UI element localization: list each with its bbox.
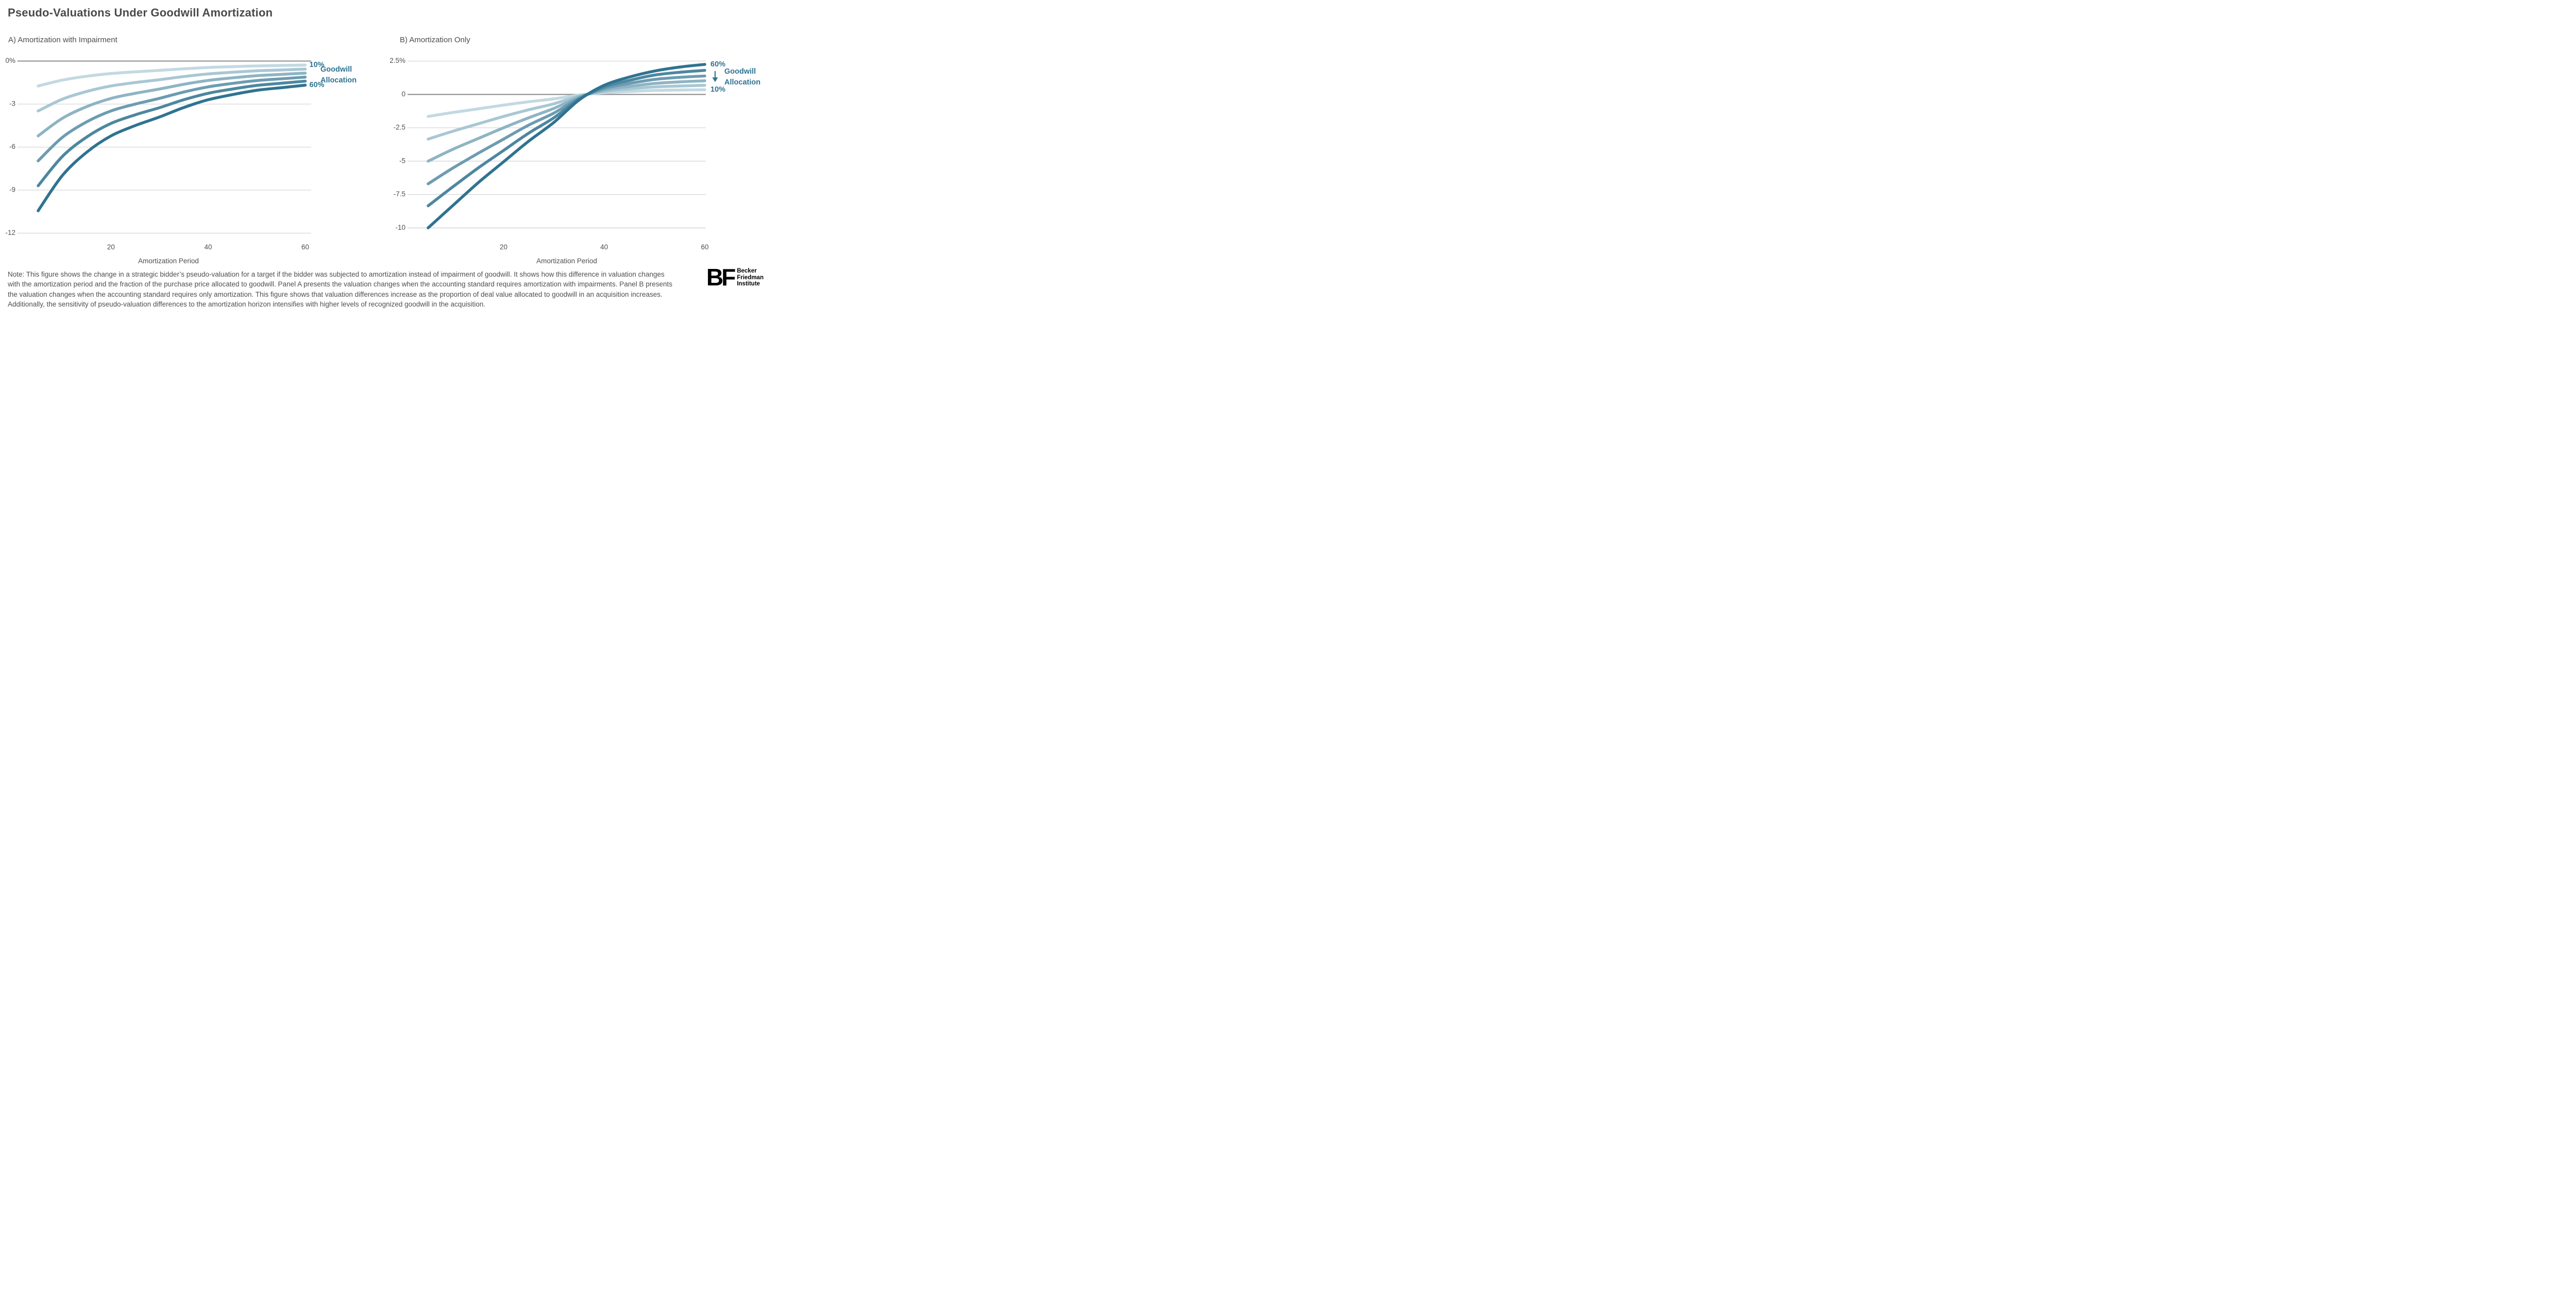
figure-title: Pseudo-Valuations Under Goodwill Amortiz… — [8, 6, 273, 19]
bfi-logo-name: Becker Friedman Institute — [737, 268, 764, 287]
x-tick-label-panel-a: 40 — [204, 243, 212, 251]
x-tick-label-panel-a: 60 — [301, 243, 309, 251]
x-axis-label-panel-a: Amortization Period — [138, 257, 199, 265]
y-tick-label-panel-b: -2.5 — [394, 124, 405, 131]
legend-title-line-panel-a: Goodwill — [320, 65, 352, 74]
y-tick-label-panel-b: -7.5 — [394, 190, 405, 198]
curve-40-percent-panel-b — [427, 74, 706, 185]
legend-first-label-panel-a: 10% — [310, 61, 325, 69]
curve-20-percent-panel-a — [37, 67, 307, 113]
panel-b-title: B) Amortization Only — [400, 36, 470, 44]
y-tick-label-panel-a: -12 — [5, 229, 15, 236]
curve-50-percent-panel-b — [427, 69, 706, 208]
curve-10-percent-panel-a — [37, 63, 307, 88]
bfi-logo: BF Becker Friedman Institute — [706, 264, 764, 291]
curve-20-percent-panel-b — [427, 83, 706, 141]
legend-title-line-panel-b: Allocation — [724, 78, 760, 87]
figure: Pseudo-Valuations Under Goodwill Amortiz… — [0, 0, 776, 327]
curve-60-percent-panel-a — [37, 83, 307, 212]
panel-a: 0% -3 -6 -9 -12 20 40 60 Amortization Period 10% 6… — [5, 57, 357, 265]
curve-50-percent-panel-a — [37, 79, 307, 188]
curve-30-percent-panel-a — [37, 72, 307, 138]
legend-last-label-panel-b: 10% — [710, 86, 725, 94]
figure-note: Note: This figure shows the change in a … — [8, 270, 673, 308]
bfi-logo-line: Becker — [737, 268, 757, 274]
legend-first-label-panel-b: 60% — [710, 60, 725, 69]
x-axis-label-panel-b: Amortization Period — [536, 257, 597, 265]
bfi-logo-line: Friedman — [737, 274, 764, 281]
y-tick-label-panel-a: 0% — [5, 57, 15, 64]
charts-canvas: 0% -3 -6 -9 -12 20 40 60 Amortization Period 10% 6… — [5, 57, 760, 265]
y-tick-label-panel-b: 0 — [401, 90, 405, 98]
bfi-monogram: BF — [706, 264, 736, 291]
panel-b: 2.5% 0 -2.5 -5 -7.5 -10 20 40 60 Amortization Per… — [389, 57, 760, 265]
x-tick-label-panel-b: 60 — [701, 243, 708, 251]
legend-title-line-panel-b: Goodwill — [724, 67, 756, 76]
x-tick-label-panel-b: 40 — [600, 243, 608, 251]
bfi-logo-line: Institute — [737, 281, 760, 287]
y-tick-label-panel-a: -6 — [9, 143, 15, 150]
curve-40-percent-panel-a — [37, 75, 307, 162]
y-tick-label-panel-a: -9 — [9, 186, 15, 194]
y-tick-label-panel-a: -3 — [9, 100, 15, 108]
arrow-down-icon-head — [712, 77, 718, 82]
panel-a-title: A) Amortization with Impairment — [8, 36, 117, 44]
curve-10-percent-panel-b — [427, 88, 706, 118]
y-tick-label-panel-b: 2.5% — [389, 57, 405, 64]
x-tick-label-panel-b: 20 — [500, 243, 507, 251]
y-tick-label-panel-b: -10 — [395, 224, 405, 231]
curve-60-percent-panel-b — [427, 63, 706, 230]
curve-30-percent-panel-b — [427, 79, 706, 163]
x-tick-label-panel-a: 20 — [107, 243, 115, 251]
y-tick-label-panel-b: -5 — [399, 157, 405, 164]
legend-title-line-panel-a: Allocation — [320, 76, 357, 84]
legend-last-label-panel-a: 60% — [310, 81, 325, 89]
